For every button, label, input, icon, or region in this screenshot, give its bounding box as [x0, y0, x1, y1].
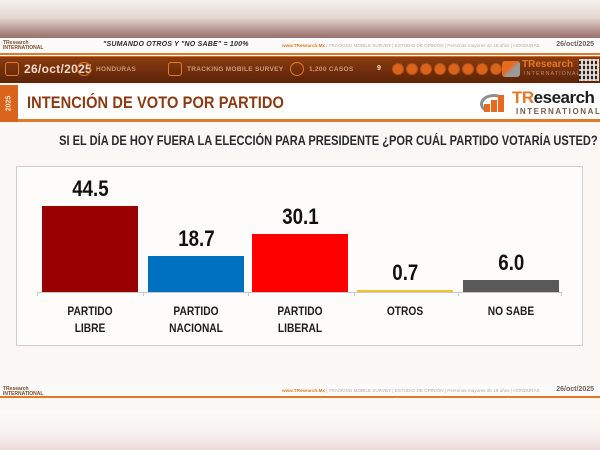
bar-otros	[357, 290, 453, 292]
value-text: 6.0	[497, 250, 525, 276]
top-strip: TResearch INTERNATIONAL "SUMANDO OTROS Y…	[0, 38, 600, 55]
page-title: INTENCIÓN DE VOTO POR PARTIDO	[27, 93, 285, 112]
title-band: 2025 INTENCIÓN DE VOTO POR PARTIDO TRese…	[0, 85, 600, 122]
globe-icon[interactable]	[392, 63, 404, 75]
info-cases-item: 1,200 CASOS	[290, 62, 354, 76]
category-label-line: NO SABE	[487, 304, 535, 318]
category-label: PARTIDO LIBERAL	[248, 303, 352, 337]
people-icon	[77, 62, 91, 76]
footer-strip: TResearch INTERNATIONAL www.TResearch.Mx…	[0, 384, 600, 398]
logo-mark-icon	[502, 61, 520, 77]
category-label-line: LIBRE	[74, 321, 106, 335]
brand-logo: TResearch INTERNATIONAL	[480, 87, 600, 119]
category-label: PARTIDO LIBRE	[38, 303, 142, 337]
footer-mini-logo: TResearch INTERNATIONAL	[2, 385, 44, 399]
x-axis-line	[37, 292, 561, 293]
youtube-icon[interactable]	[490, 63, 502, 75]
sum-note: "SUMANDO OTROS Y "NO SABE" = 100%	[103, 41, 249, 48]
footer-credits-text: | TRACKING MOBILE SURVEY | ESTUDIO DE OP…	[324, 388, 540, 393]
footer-credits-site: www.TResearch.Mx	[282, 388, 325, 393]
value-label: 30.1	[252, 204, 348, 230]
messenger-icon[interactable]	[420, 63, 432, 75]
info-bar: 26/oct/2025 HONDURAS TRACKING MOBILE SUR…	[0, 56, 600, 83]
blurred-top-edge	[0, 0, 600, 40]
social-icons	[392, 63, 502, 75]
axis-tick	[561, 292, 562, 296]
category-label-line: LIBERAL	[277, 321, 323, 335]
year-label: 2025	[5, 95, 13, 112]
linkedin-icon[interactable]	[476, 63, 488, 75]
category-label-line: PARTIDO	[67, 304, 113, 318]
bar-no-sabe	[463, 280, 559, 292]
category-label-line: PARTIDO	[277, 304, 323, 318]
brand-name: TResearch	[512, 88, 595, 108]
brand-sub: INTERNATIONAL	[516, 107, 600, 116]
info-survey-type: TRACKING MOBILE SURVEY	[187, 65, 284, 73]
header-logo-sub: INTERNATIONAL	[524, 71, 581, 77]
bar-partido-nacional	[148, 255, 244, 292]
category-label-line: NACIONAL	[169, 321, 223, 335]
footer-logo-text: TResearch INTERNATIONAL	[3, 386, 44, 397]
value-text: 18.7	[177, 225, 215, 251]
credits-line: www.TResearch.Mx | TRACKING MOBILE SURVE…	[282, 43, 552, 48]
bar-chart: 44.5 PARTIDO LIBRE 18.7 PARTIDO NACIONAL 30.1 P…	[16, 166, 583, 346]
mini-logo-text: TResearch INTERNATIONAL	[3, 40, 44, 51]
info-survey-item: TRACKING MOBILE SURVEY	[168, 62, 283, 76]
axis-tick	[354, 292, 355, 296]
category-label-line: OTROS	[386, 304, 424, 318]
blurred-bottom-edge	[0, 410, 600, 450]
category-label: OTROS	[353, 303, 457, 320]
value-label: 6.0	[463, 250, 559, 276]
info-cases: 1,200 CASOS	[309, 65, 354, 73]
axis-tick	[143, 292, 144, 296]
info-date-item: 26/oct/2025	[5, 62, 92, 76]
bar-partido-libre	[42, 206, 138, 292]
axis-tick	[37, 292, 38, 296]
category-label-line: PARTIDO	[173, 304, 219, 318]
bar-partido-liberal	[252, 233, 348, 292]
brand-chart-icon	[480, 92, 510, 114]
twitter-icon[interactable]	[448, 63, 460, 75]
mini-logo: TResearch INTERNATIONAL	[2, 39, 44, 53]
value-text: 30.1	[281, 203, 319, 229]
footer-credits: www.TResearch.Mx | TRACKING MOBILE SURVE…	[282, 388, 552, 393]
value-text: 44.5	[71, 176, 109, 201]
brand-rest: esearch	[533, 88, 595, 107]
value-label: 44.5	[42, 176, 138, 202]
header-logo: TResearch INTERNATIONAL	[502, 59, 581, 81]
credits-text: | TRACKING MOBILE SURVEY | ESTUDIO DE OP…	[324, 43, 540, 48]
year-tab: 2025	[0, 85, 18, 122]
info-country-item: HONDURAS	[77, 62, 136, 76]
value-label: 18.7	[148, 226, 244, 252]
info-country: HONDURAS	[96, 65, 136, 73]
survey-icon	[168, 62, 182, 76]
question-text: SI EL DÍA DE HOY FUERA LA ELECCIÓN PARA …	[59, 133, 598, 148]
footer-date: 26/oct/2025	[556, 386, 594, 393]
header-logo-main: TResearch	[522, 59, 574, 70]
survey-question: SI EL DÍA DE HOY FUERA LA ELECCIÓN PARA …	[0, 133, 600, 148]
axis-tick	[458, 292, 459, 296]
calendar-icon	[5, 62, 19, 76]
category-label: PARTIDO NACIONAL	[144, 303, 248, 337]
category-label: NO SABE	[459, 303, 563, 320]
strip-date: 26/oct/2025	[556, 41, 594, 48]
qr-code-icon	[579, 59, 599, 81]
axis-tick	[248, 292, 249, 296]
value-text: 0.7	[391, 260, 419, 285]
value-label: 0.7	[357, 260, 453, 286]
facebook-icon[interactable]	[462, 63, 474, 75]
telegram-icon[interactable]	[434, 63, 446, 75]
chat-icon	[290, 62, 304, 76]
credits-site: www.TResearch.Mx	[282, 43, 325, 48]
info-date: 26/oct/2025	[24, 62, 93, 76]
info-number: 9	[377, 65, 381, 72]
whatsapp-icon[interactable]	[406, 63, 418, 75]
brand-tr: TR	[512, 88, 534, 107]
